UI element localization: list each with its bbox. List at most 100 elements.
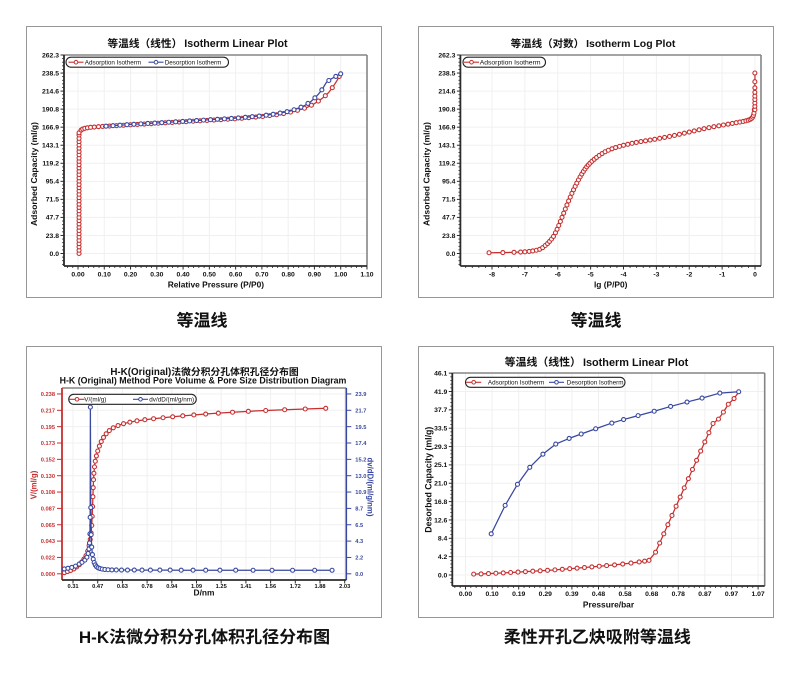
svg-text:262.3: 262.3 [42,52,59,59]
svg-text:21.7: 21.7 [355,408,366,414]
svg-text:0.31: 0.31 [67,584,78,590]
svg-text:0.70: 0.70 [255,271,268,278]
svg-text:143.1: 143.1 [42,143,59,150]
svg-text:0.217: 0.217 [41,408,55,414]
svg-text:H-K (Original) Method Pore Vol: H-K (Original) Method Pore Volume & Pore… [60,375,347,385]
svg-text:15.2: 15.2 [355,457,366,463]
svg-text:0.00: 0.00 [71,271,84,278]
svg-text:12.6: 12.6 [434,517,447,524]
svg-text:0.80: 0.80 [282,271,295,278]
svg-text:4.3: 4.3 [355,539,363,545]
svg-text:13.0: 13.0 [355,474,366,480]
svg-text:0.47: 0.47 [92,584,103,590]
svg-text:0.78: 0.78 [672,591,685,598]
svg-text:71.5: 71.5 [442,197,455,204]
svg-text:19.5: 19.5 [355,425,366,431]
svg-text:95.4: 95.4 [442,179,455,186]
svg-text:V/(ml/g): V/(ml/g) [29,470,38,499]
svg-text:-5: -5 [588,271,594,278]
svg-text:95.4: 95.4 [46,179,59,186]
svg-text:-3: -3 [653,271,659,278]
svg-text:37.7: 37.7 [434,407,447,414]
svg-text:119.2: 119.2 [42,161,59,168]
svg-text:29.3: 29.3 [434,444,447,451]
svg-text:dv/dD/(ml/g/nm): dv/dD/(ml/g/nm) [149,397,194,404]
svg-text:0.00: 0.00 [459,591,472,598]
svg-text:-4: -4 [620,271,626,278]
svg-text:0.87: 0.87 [698,591,711,598]
svg-text:8.7: 8.7 [355,507,363,513]
svg-text:0.50: 0.50 [203,271,216,278]
svg-text:0.10: 0.10 [485,591,498,598]
svg-text:214.6: 214.6 [42,88,59,95]
svg-text:1.41: 1.41 [240,584,251,590]
svg-text:0.0: 0.0 [446,251,456,258]
svg-text:Adsorption Isotherm: Adsorption Isotherm [488,380,544,387]
svg-text:Adsorption Isotherm: Adsorption Isotherm [85,59,141,66]
svg-text:0.19: 0.19 [512,591,525,598]
svg-text:21.0: 21.0 [434,481,447,488]
svg-text:41.9: 41.9 [434,389,447,396]
svg-text:0.29: 0.29 [539,591,552,598]
svg-text:0.152: 0.152 [41,457,55,463]
svg-text:0.68: 0.68 [645,591,658,598]
svg-text:lg (P/P0): lg (P/P0) [594,279,628,289]
svg-text:V/(ml/g): V/(ml/g) [84,397,106,404]
svg-text:46.1: 46.1 [434,370,447,377]
svg-text:0.78: 0.78 [142,584,153,590]
svg-text:190.8: 190.8 [42,106,59,113]
svg-text:0.60: 0.60 [229,271,242,278]
svg-text:-6: -6 [555,271,561,278]
svg-text:23.9: 23.9 [355,392,366,398]
svg-text:1.56: 1.56 [265,584,276,590]
svg-text:2.2: 2.2 [355,556,363,562]
svg-text:Adsorbed Capacity (ml/g): Adsorbed Capacity (ml/g) [422,122,432,226]
svg-text:Desorption Isotherm: Desorption Isotherm [567,380,624,387]
svg-text:238.5: 238.5 [42,70,59,77]
svg-text:166.9: 166.9 [42,124,59,131]
svg-text:Desorption Isotherm: Desorption Isotherm [165,59,222,66]
svg-text:-7: -7 [522,271,528,278]
svg-text:1.10: 1.10 [360,271,373,278]
svg-text:1.07: 1.07 [751,591,764,598]
svg-text:0.000: 0.000 [41,572,55,578]
svg-text:1.72: 1.72 [290,584,301,590]
svg-text:0.40: 0.40 [176,271,189,278]
svg-text:1.25: 1.25 [216,584,227,590]
svg-text:119.2: 119.2 [439,161,456,168]
svg-text:262.3: 262.3 [438,52,455,59]
svg-text:Pressure/bar: Pressure/bar [583,600,635,610]
svg-text:Desorbed Capacity (ml/g): Desorbed Capacity (ml/g) [424,427,434,533]
svg-text:0.238: 0.238 [41,392,55,398]
svg-text:0.043: 0.043 [41,539,55,545]
svg-text:0.20: 0.20 [124,271,137,278]
svg-text:166.9: 166.9 [438,124,455,131]
svg-text:16.8: 16.8 [434,499,447,506]
svg-text:1.88: 1.88 [314,584,325,590]
svg-text:0.108: 0.108 [41,490,55,496]
svg-text:0.10: 0.10 [98,271,111,278]
svg-text:0.97: 0.97 [725,591,738,598]
svg-text:143.1: 143.1 [438,143,455,150]
svg-text:33.5: 33.5 [434,426,447,433]
svg-text:0.0: 0.0 [355,572,363,578]
svg-text:238.5: 238.5 [438,70,455,77]
svg-text:0.48: 0.48 [592,591,605,598]
svg-text:10.9: 10.9 [355,490,366,496]
svg-text:H-K(Original): H-K(Original) [110,367,171,378]
svg-text:Isotherm Linear Plot: Isotherm Linear Plot [184,38,288,50]
svg-text:2.03: 2.03 [339,584,350,590]
svg-text:8.4: 8.4 [438,536,448,543]
svg-text:-1: -1 [719,271,725,278]
svg-text:0.39: 0.39 [565,591,578,598]
svg-text:0.63: 0.63 [117,584,128,590]
svg-text:H-K: H-K [79,628,110,647]
svg-text:-8: -8 [489,271,495,278]
svg-text:Adsorption Isotherm: Adsorption Isotherm [480,59,541,66]
svg-text:71.5: 71.5 [46,197,59,204]
svg-text:Relative Pressure (P/P0): Relative Pressure (P/P0) [168,279,265,289]
svg-text:23.8: 23.8 [442,233,455,240]
svg-text:6.5: 6.5 [355,523,363,529]
svg-text:0.0: 0.0 [50,251,60,258]
svg-text:1.09: 1.09 [191,584,202,590]
